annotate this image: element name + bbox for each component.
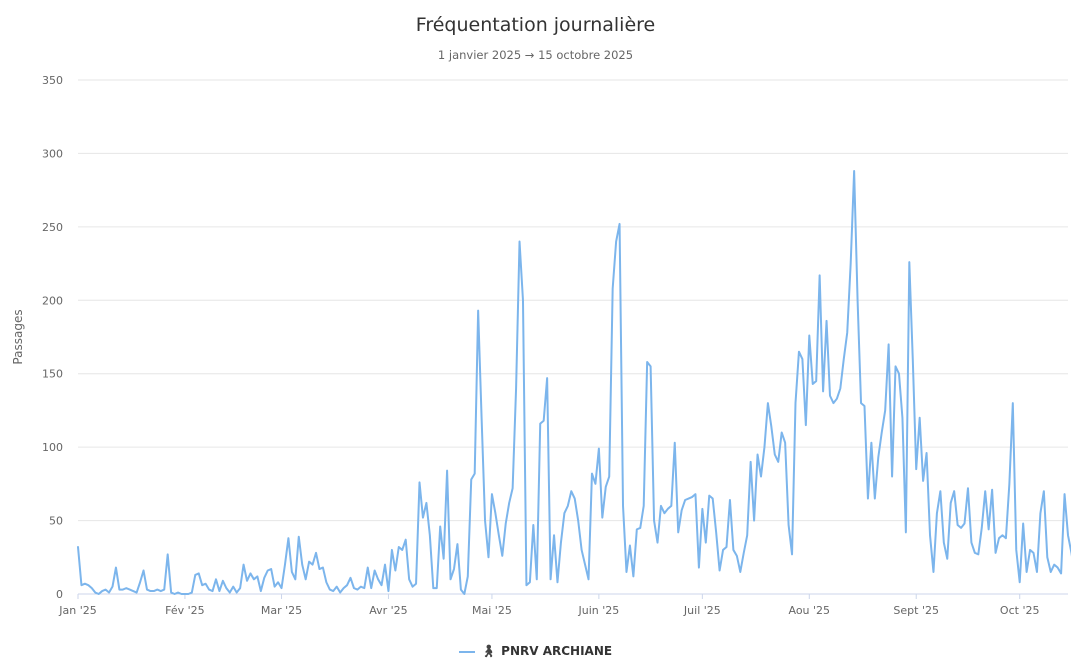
x-tick-label: Sept '25 — [893, 604, 939, 617]
y-axis-label: Passages — [11, 309, 25, 364]
hiker-icon: 🚶︎ — [480, 644, 497, 658]
x-tick-label: Aou '25 — [789, 604, 831, 617]
chart-title: Fréquentation journalière — [415, 14, 656, 36]
x-tick-label: Avr '25 — [369, 604, 407, 617]
y-axis-ticks: 0 50 100 150 200 250 300 350 — [42, 74, 63, 601]
x-tick-label: Mar '25 — [261, 604, 302, 617]
legend-item[interactable]: 🚶︎ PNRV ARCHIANE — [0, 644, 1071, 658]
y-tick-label: 200 — [42, 294, 63, 307]
x-tick-label: Jan '25 — [58, 604, 96, 617]
x-tick-label: Juil '25 — [683, 604, 721, 617]
x-tick-label: Juin '25 — [577, 604, 619, 617]
legend-swatch — [458, 650, 475, 653]
y-tick-label: 250 — [42, 221, 63, 234]
grid-lines — [78, 79, 1068, 522]
series-layer — [77, 170, 1071, 595]
x-tick-label: Fév '25 — [165, 604, 205, 617]
chart-subtitle: 1 janvier 2025 → 15 octobre 2025 — [437, 48, 634, 62]
y-tick-label: 0 — [56, 588, 63, 601]
x-tick-label: Mai '25 — [472, 604, 512, 617]
x-axis-ticks: Jan '25 Fév '25 Mar '25 Avr '25 Mai '25 Juin … — [58, 594, 1039, 617]
x-tick-label: Oct '25 — [1000, 604, 1040, 617]
y-tick-label: 50 — [49, 515, 63, 528]
y-tick-label: 350 — [42, 74, 63, 87]
y-tick-label: 100 — [42, 441, 63, 454]
y-tick-label: 300 — [42, 147, 63, 160]
y-tick-label: 150 — [42, 368, 63, 381]
series-line[interactable] — [77, 170, 1071, 595]
legend-label: PNRV ARCHIANE — [501, 644, 613, 658]
